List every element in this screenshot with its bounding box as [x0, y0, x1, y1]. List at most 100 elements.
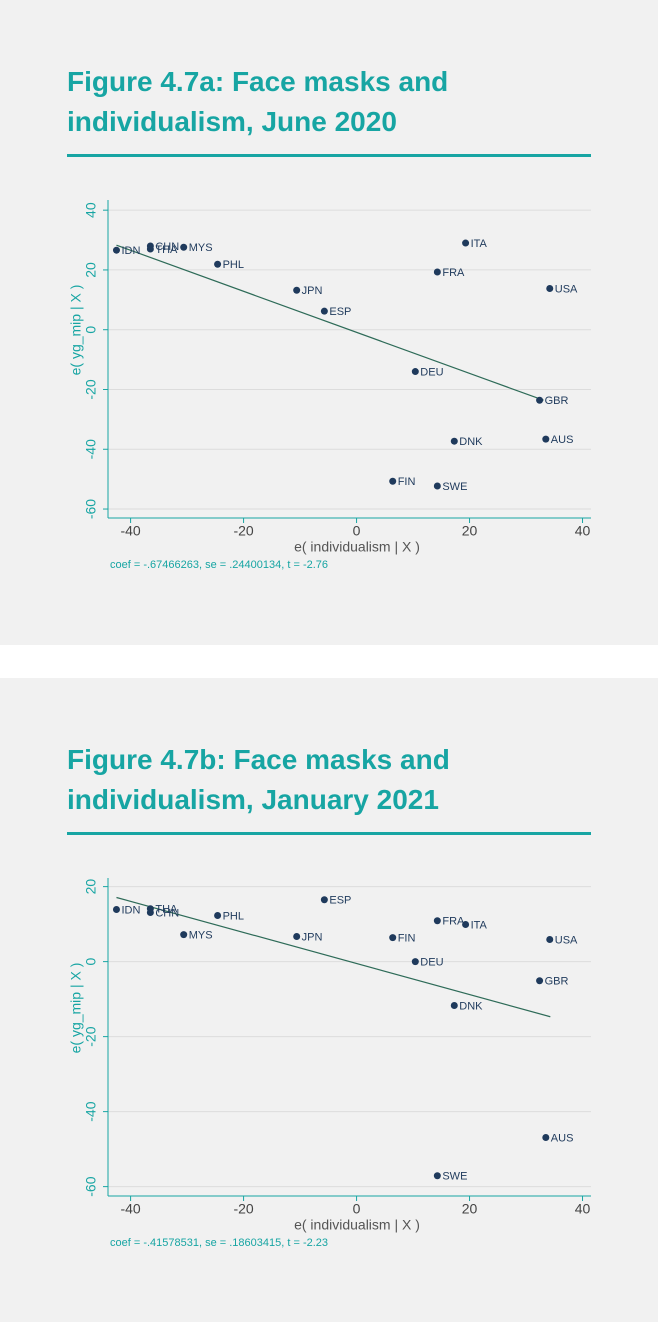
x-tick-label: 0 [353, 1201, 361, 1217]
data-point [536, 396, 544, 404]
y-axis-title: e( yg_mip | X ) [68, 285, 84, 376]
y-tick-label: 20 [83, 879, 99, 895]
point-label: AUS [551, 1132, 574, 1144]
point-label: USA [555, 283, 578, 295]
x-tick-label: 40 [575, 523, 591, 539]
data-point [542, 1134, 550, 1141]
point-label: ITA [471, 919, 488, 931]
data-point [320, 307, 328, 315]
point-label: CHN [155, 241, 179, 253]
data-point [180, 931, 188, 939]
data-point [433, 268, 441, 276]
data-point [411, 958, 419, 966]
y-tick-label: 0 [83, 326, 99, 334]
title-rule [67, 154, 591, 157]
y-tick-label: -40 [83, 1101, 99, 1121]
data-point [542, 435, 550, 443]
y-tick-label: -60 [83, 1176, 99, 1196]
data-point [462, 921, 470, 928]
data-point [214, 912, 222, 919]
y-tick-label: 20 [83, 262, 99, 278]
point-label: IDN [121, 904, 140, 916]
data-point [389, 477, 397, 485]
point-label: SWE [442, 1171, 467, 1183]
data-point [450, 437, 458, 445]
point-label: MYS [189, 242, 213, 254]
y-tick-label: -20 [83, 1026, 99, 1046]
point-label: PHL [223, 259, 244, 271]
data-point [546, 936, 554, 943]
regression-note: coef = -.41578531, se = .18603415, t = -… [110, 1237, 328, 1249]
point-label: SWE [442, 481, 467, 493]
point-label: PHL [223, 910, 244, 922]
point-label: JPN [302, 931, 323, 943]
data-point [462, 239, 470, 247]
fit-line [116, 896, 551, 1018]
y-tick-label: -60 [83, 499, 99, 519]
x-tick-label: 0 [353, 523, 361, 539]
data-point [389, 934, 397, 942]
data-point [214, 260, 222, 268]
regression-note: coef = -.67466263, se = .24400134, t = -… [110, 559, 328, 571]
point-label: CHN [155, 907, 179, 919]
y-tick-label: -40 [83, 439, 99, 459]
data-point [180, 243, 188, 251]
data-point [433, 917, 441, 925]
chart: -60 -40 -20 0 20 40 -40 -20 0 20 40 e( yg_mip | X )… [68, 200, 591, 571]
data-point [546, 284, 554, 292]
x-axis-title: e( individualism | X ) [294, 539, 420, 555]
point-label: DEU [420, 366, 443, 378]
data-point [112, 246, 120, 254]
point-label: USA [555, 934, 578, 946]
point-label: FRA [442, 267, 465, 279]
point-label: JPN [302, 285, 323, 297]
data-point [293, 933, 301, 940]
point-label: FRA [442, 916, 465, 928]
y-tick-label: 40 [83, 202, 99, 218]
y-axis-title: e( yg_mip | X ) [68, 963, 84, 1054]
data-point [320, 896, 328, 904]
data-point [433, 1172, 441, 1180]
x-tick-label: 20 [462, 1201, 478, 1217]
data-point [450, 1002, 458, 1009]
data-point [146, 909, 154, 916]
chart: -60 -40 -20 0 20 -40 -20 0 20 40 e( yg_mip | X ) e(… [68, 878, 591, 1249]
point-label: ITA [471, 238, 488, 250]
figure-title: Figure 4.7b: Face masks and individualis… [67, 744, 450, 815]
point-label: DNK [459, 1000, 483, 1012]
figure-panel: Figure 4.7a: Face masks and individualis… [0, 0, 658, 645]
point-label: AUS [551, 434, 574, 446]
data-point [411, 368, 419, 376]
point-label: GBR [545, 976, 569, 988]
x-tick-label: 40 [575, 1201, 591, 1217]
data-point [433, 482, 441, 490]
point-label: DEU [420, 957, 443, 969]
x-tick-label: -40 [120, 523, 140, 539]
x-axis-title: e( individualism | X ) [294, 1217, 420, 1233]
data-point [536, 977, 544, 985]
data-point [146, 242, 154, 250]
fit-line [116, 244, 544, 401]
figure-panel: Figure 4.7b: Face masks and individualis… [0, 678, 658, 1322]
title-rule [67, 832, 591, 835]
point-label: FIN [398, 933, 416, 945]
data-point [293, 286, 301, 294]
data-point [112, 906, 120, 913]
y-tick-label: 0 [83, 958, 99, 966]
x-tick-label: -40 [120, 1201, 140, 1217]
point-label: ESP [329, 306, 351, 318]
point-label: DNK [459, 436, 483, 448]
x-tick-label: 20 [462, 523, 478, 539]
figure-title: Figure 4.7a: Face masks and individualis… [67, 66, 449, 137]
point-label: IDN [121, 245, 140, 257]
point-label: GBR [545, 395, 569, 407]
point-label: THA [155, 244, 178, 256]
x-tick-label: -20 [233, 523, 253, 539]
x-tick-label: -20 [233, 1201, 253, 1217]
point-label: ESP [329, 895, 351, 907]
y-tick-label: -20 [83, 379, 99, 399]
point-label: FIN [398, 476, 416, 488]
point-label: THA [155, 904, 178, 916]
point-label: MYS [189, 930, 213, 942]
